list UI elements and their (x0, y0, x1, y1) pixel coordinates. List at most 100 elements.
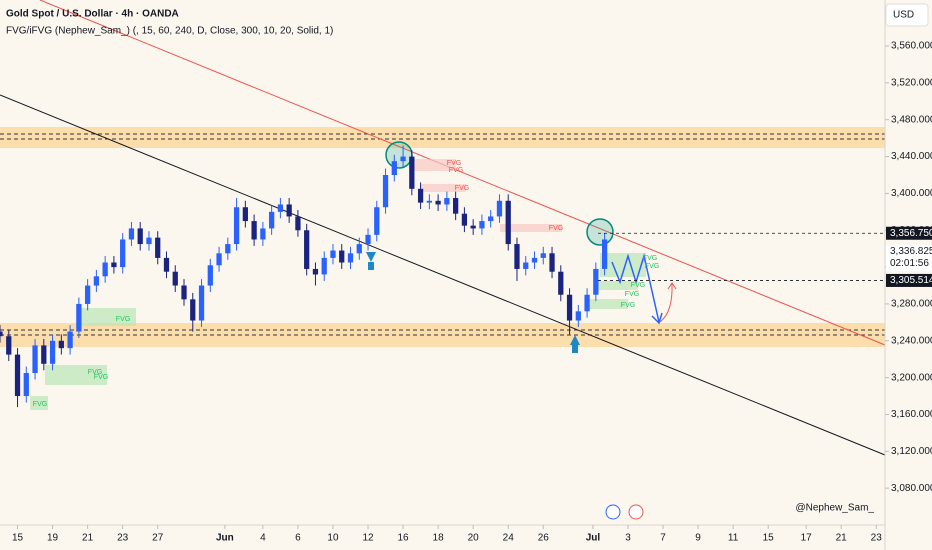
candle-body (312, 268, 319, 275)
countdown: 02:01:56 (890, 258, 929, 269)
candle-body (163, 257, 170, 272)
x-tick-label: 4 (260, 533, 266, 544)
candle-body (514, 244, 520, 269)
candle-body (391, 161, 397, 175)
y-tick-label: 3,080.000 (891, 483, 932, 494)
arrow-up (366, 252, 376, 270)
fvg-box (420, 184, 466, 192)
candle-body (549, 253, 555, 272)
fvg-boxes (30, 159, 646, 410)
candle-body (304, 230, 310, 269)
candle-body (488, 216, 494, 222)
fvg-label: FVG (94, 374, 108, 381)
candle-body (93, 276, 100, 286)
y-tick-label: 3,240.000 (891, 335, 932, 346)
candle-body (190, 299, 196, 321)
projection-arrow (651, 312, 663, 325)
candle-body (584, 294, 590, 312)
x-tick-label: 23 (871, 533, 883, 544)
candle-body (409, 156, 415, 189)
candle-body (365, 234, 371, 245)
candle-body (111, 262, 117, 268)
x-tick-label: 9 (695, 533, 701, 544)
x-tick-label: 21 (836, 533, 848, 544)
x-tick-label: 6 (295, 533, 301, 544)
fvg-label: FVG (449, 167, 463, 174)
y-tick-label: 3,200.000 (891, 372, 932, 383)
candle-body (356, 244, 362, 254)
y-tick-label: 3,520.000 (891, 78, 932, 89)
fvg-box (410, 159, 456, 171)
fvg-label: FVG (625, 291, 639, 298)
currency[interactable]: USD (893, 10, 914, 21)
candle-body (172, 271, 178, 286)
candle-body (382, 175, 389, 208)
price-tag-label: 3,356.750 (890, 228, 932, 239)
x-tick-label: 15 (12, 533, 24, 544)
candle-body (330, 250, 336, 258)
candle-body (400, 156, 406, 162)
fvg-label: FVG (645, 263, 659, 270)
candle-body (260, 228, 266, 240)
y-tick-label: 3,400.000 (891, 188, 932, 199)
projection-path (659, 283, 673, 323)
event-icon[interactable] (628, 504, 644, 520)
candle-body (242, 207, 248, 222)
candle-body (155, 237, 161, 258)
candle-body (444, 198, 450, 205)
y-tick-label: 3,160.000 (891, 409, 932, 420)
candle-body (120, 239, 126, 268)
candle-body (181, 285, 187, 300)
projection-arrow (667, 282, 677, 290)
plot (0, 145, 608, 408)
candle-body (6, 336, 12, 355)
candle-body (233, 207, 240, 245)
candle-body (540, 253, 546, 258)
candle-body (128, 228, 135, 240)
x-tick-label: 12 (362, 533, 374, 544)
candle-body (102, 262, 108, 277)
candle-body (58, 340, 64, 349)
candle-body (558, 271, 564, 295)
y-tick-label: 3,480.000 (891, 114, 932, 125)
candle-body (67, 331, 73, 349)
candle-body (277, 204, 284, 212)
candle-body (496, 200, 503, 217)
fvg-label: FVG (88, 369, 102, 376)
candle-body (479, 221, 485, 229)
event-icon[interactable] (605, 504, 621, 520)
candle-body (417, 188, 424, 203)
x-tick-label: 18 (433, 533, 445, 544)
y-tick-label: 3,120.000 (891, 446, 932, 457)
candle-body (295, 216, 301, 231)
candle-body (198, 285, 205, 321)
x-tick-label: 19 (47, 533, 59, 544)
candle-body (41, 345, 47, 364)
x-tick-label: 23 (117, 533, 129, 544)
x-tick-label: 11 (728, 533, 739, 544)
trend-line (0, 94, 886, 456)
candle-body (286, 204, 292, 217)
fvg-box (598, 281, 638, 290)
candle-body (461, 213, 468, 226)
arrow-up (570, 335, 580, 353)
fvg-box (500, 224, 562, 232)
candle-body (137, 228, 143, 245)
candle-body (207, 265, 213, 286)
fvg-label: FVG (549, 225, 563, 232)
fvg-label: FVG (621, 302, 635, 309)
candle-body (84, 285, 91, 304)
price-tag-label: 3,305.514 (890, 275, 932, 286)
candle-body (347, 253, 354, 263)
candle-body (32, 345, 38, 374)
candle-body (593, 268, 599, 295)
fvg-box (30, 396, 48, 410)
x-tick-label: 24 (503, 533, 515, 544)
highlight-circle (385, 141, 413, 169)
indicator-title: FVG/iFVG (Nephew_Sam_) (, 15, 60, 240, D… (6, 26, 333, 37)
highlight-circle (586, 218, 614, 246)
candle-body (146, 237, 152, 245)
currency-button[interactable] (885, 3, 929, 27)
